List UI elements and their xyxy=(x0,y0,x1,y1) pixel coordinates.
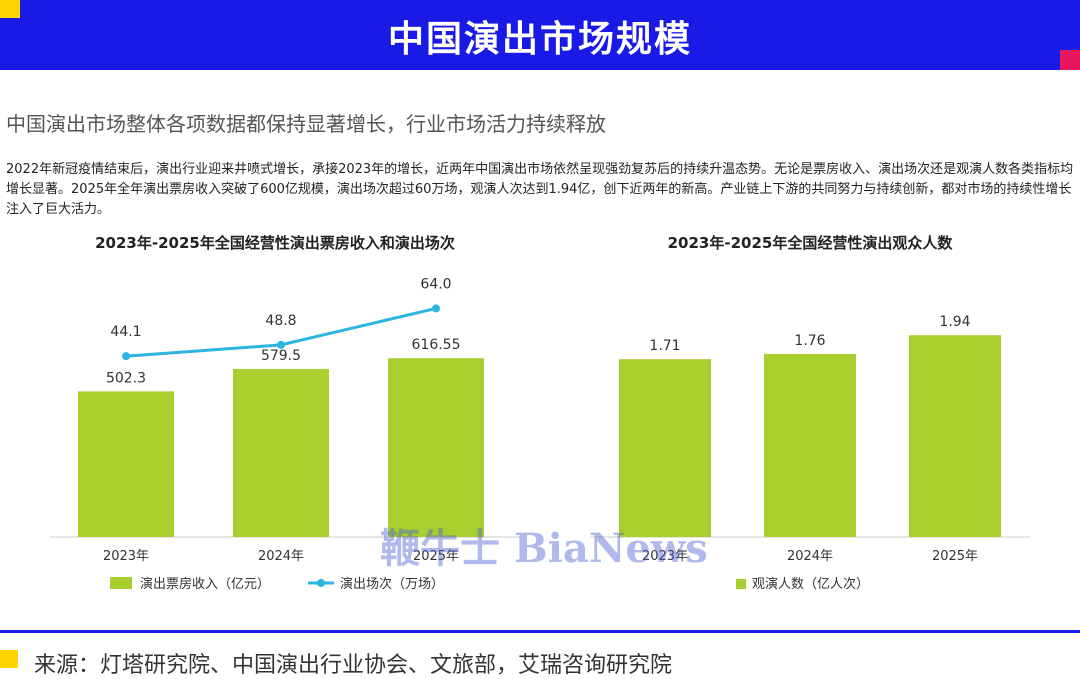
revenue-bar xyxy=(78,391,174,537)
footer-marker xyxy=(0,650,18,668)
page-title: 中国演出市场规模 xyxy=(387,19,692,60)
footer-divider xyxy=(0,630,1080,633)
revenue-bar xyxy=(388,358,484,537)
right-x-tick-label: 2025年 xyxy=(932,549,978,564)
right-chart-title: 2023年-2025年全国经营性演出观众人数 xyxy=(667,234,953,252)
revenue-bar-label: 502.3 xyxy=(106,370,146,386)
shows-point xyxy=(432,304,440,313)
shows-point-label: 44.1 xyxy=(110,324,141,340)
page-subtitle: 中国演出市场整体各项数据都保持显著增长，行业市场活力持续释放 xyxy=(6,112,606,136)
shows-point xyxy=(122,352,130,361)
audience-bar xyxy=(619,359,711,537)
watermark: 鞭牛士 BiaNews xyxy=(380,525,708,572)
legend-shows-marker xyxy=(317,579,325,587)
right-x-tick-label: 2024年 xyxy=(787,549,833,564)
audience-bar-label: 1.94 xyxy=(939,314,970,330)
left-x-tick-label: 2024年 xyxy=(258,549,304,564)
audience-bar xyxy=(764,353,856,537)
shows-point xyxy=(277,340,285,349)
intro-paragraph: 2022年新冠疫情结束后，演出行业迎来井喷式增长，承接2023年的增长，近两年中… xyxy=(6,162,1074,217)
audience-bar-label: 1.71 xyxy=(649,338,680,354)
right-x-tick-label: 2023年 xyxy=(642,549,688,564)
legend-audience-swatch xyxy=(736,579,746,589)
source-note: 来源：灯塔研究院、中国演出行业协会、文旅部，艾瑞咨询研究院 xyxy=(34,653,673,678)
pink-corner-accent xyxy=(1060,50,1080,70)
revenue-bar xyxy=(233,368,329,537)
shows-point-label: 64.0 xyxy=(420,276,451,292)
legend-shows-label: 演出场次（万场） xyxy=(340,576,444,592)
left-chart-title: 2023年-2025年全国经营性演出票房收入和演出场次 xyxy=(95,234,455,252)
left-x-tick-label: 2023年 xyxy=(103,549,149,564)
header-banner: 中国演出市场规模 xyxy=(0,0,1080,70)
revenue-bar-label: 616.55 xyxy=(412,337,461,353)
audience-bar xyxy=(909,335,1001,537)
revenue-bar-label: 579.5 xyxy=(261,348,301,364)
left-x-tick-label: 2025年 xyxy=(413,549,459,564)
yellow-corner-accent xyxy=(0,0,20,18)
audience-bar-label: 1.76 xyxy=(794,333,825,349)
shows-point-label: 48.8 xyxy=(265,313,296,329)
legend-revenue-label: 演出票房收入（亿元） xyxy=(140,576,270,592)
legend-audience-label: 观演人数（亿人次） xyxy=(752,576,869,592)
legend-revenue-swatch xyxy=(110,577,132,589)
